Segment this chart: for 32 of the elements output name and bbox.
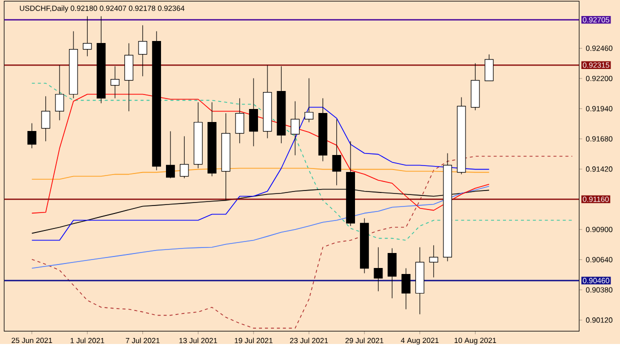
candlestick bbox=[249, 78, 258, 147]
candlestick bbox=[96, 16, 106, 104]
candlestick bbox=[360, 218, 369, 274]
candlestick bbox=[402, 268, 410, 310]
candlestick bbox=[429, 245, 438, 278]
candlestick bbox=[138, 25, 148, 77]
line-series bbox=[31, 186, 490, 269]
candlestick bbox=[262, 64, 272, 139]
candlestick bbox=[194, 102, 203, 169]
candlestick bbox=[152, 31, 162, 171]
candlestick bbox=[484, 54, 494, 82]
candlestick bbox=[456, 97, 466, 175]
candlestick bbox=[374, 247, 383, 292]
candlestick bbox=[290, 101, 300, 156]
candlestick bbox=[41, 96, 50, 142]
candlestick bbox=[82, 16, 92, 57]
candlestick bbox=[55, 64, 64, 121]
candlestick bbox=[318, 98, 328, 162]
candlestick bbox=[110, 66, 120, 99]
candlestick bbox=[166, 131, 175, 179]
candlestick bbox=[276, 66, 286, 144]
candlestick bbox=[68, 31, 78, 99]
candlestick bbox=[304, 78, 314, 123]
candlestick bbox=[388, 248, 397, 299]
candlestick bbox=[27, 123, 36, 149]
candlestick bbox=[415, 247, 424, 315]
candlestick bbox=[332, 119, 342, 186]
candlestick bbox=[208, 102, 216, 177]
candlestick bbox=[124, 43, 134, 112]
candlestick bbox=[470, 63, 480, 111]
candlestick bbox=[180, 136, 189, 179]
candlestick bbox=[235, 98, 244, 144]
